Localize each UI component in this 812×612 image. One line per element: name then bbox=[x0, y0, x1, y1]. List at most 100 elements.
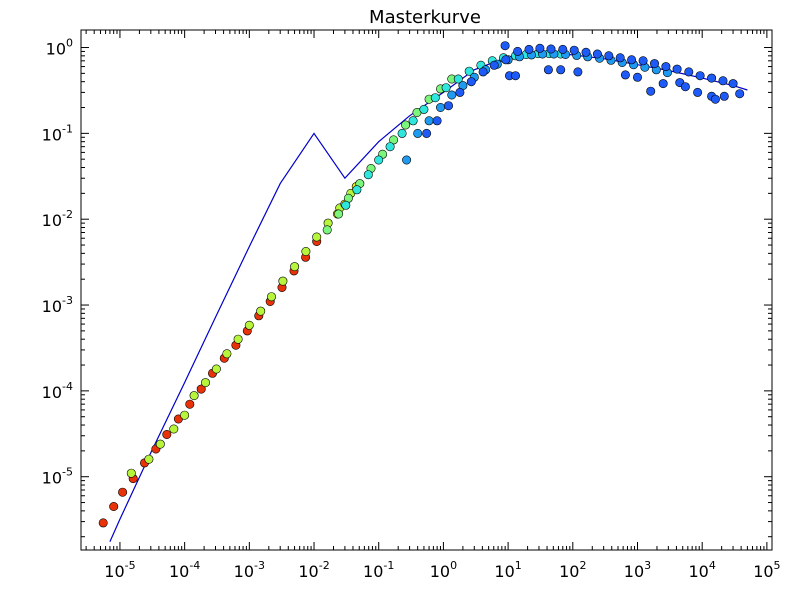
data-point-light-blue bbox=[447, 90, 457, 100]
y-tick-base: 10 bbox=[42, 125, 62, 144]
data-point-blue bbox=[489, 60, 499, 70]
y-tick-base: 10 bbox=[46, 40, 66, 59]
data-point-yellow-green bbox=[233, 334, 243, 344]
y-tick-label: 10-1 bbox=[42, 122, 73, 144]
x-tick-base: 10 bbox=[624, 562, 644, 581]
x-tick-exponent: -2 bbox=[319, 559, 330, 572]
data-point-blue bbox=[684, 67, 694, 77]
data-points bbox=[98, 41, 745, 528]
x-tick-base: 10 bbox=[234, 562, 254, 581]
x-tick-exponent: -4 bbox=[189, 559, 200, 572]
x-tick-exponent: 5 bbox=[774, 559, 781, 572]
data-point-blue bbox=[558, 44, 568, 54]
y-tick-base: 10 bbox=[42, 211, 62, 230]
data-point-blue bbox=[661, 62, 671, 72]
data-point-yellow-green bbox=[155, 439, 165, 449]
data-point-blue bbox=[707, 73, 717, 83]
data-point-cyan bbox=[352, 185, 362, 195]
x-tick-exponent: -5 bbox=[125, 559, 136, 572]
data-point-blue bbox=[695, 71, 705, 81]
data-point-blue bbox=[422, 128, 432, 138]
data-point-light-blue bbox=[413, 128, 423, 138]
data-point-blue bbox=[581, 47, 591, 57]
data-point-yellow-green bbox=[244, 320, 254, 330]
x-tick-base: 10 bbox=[363, 562, 383, 581]
data-point-red bbox=[185, 399, 195, 409]
data-point-blue bbox=[513, 46, 523, 56]
data-point-cyan bbox=[374, 155, 384, 165]
data-point-light-blue bbox=[402, 155, 412, 165]
data-point-blue bbox=[620, 70, 630, 80]
data-point-yellow-green bbox=[211, 364, 221, 374]
data-point-yellow-green bbox=[266, 292, 276, 302]
data-point-light-blue bbox=[424, 116, 434, 126]
y-tick-label: 10-4 bbox=[42, 380, 73, 402]
data-point-blue bbox=[710, 94, 720, 104]
data-point-yellow-green bbox=[290, 262, 300, 272]
x-tick-base: 10 bbox=[298, 562, 318, 581]
x-tick-exponent: 0 bbox=[450, 559, 457, 572]
data-point-cyan bbox=[453, 74, 463, 84]
data-point-blue bbox=[728, 79, 738, 89]
data-point-yellow-green bbox=[169, 424, 179, 434]
data-point-red bbox=[98, 518, 108, 528]
data-point-blue bbox=[615, 53, 625, 63]
y-tick-exponent: -2 bbox=[62, 208, 73, 221]
data-point-blue bbox=[604, 51, 614, 61]
data-point-blue bbox=[627, 55, 637, 65]
y-tick-label: 100 bbox=[46, 37, 73, 59]
y-tick-label: 10-5 bbox=[42, 466, 73, 488]
data-point-blue bbox=[546, 44, 556, 54]
data-point-cyan bbox=[408, 116, 418, 126]
data-point-blue bbox=[718, 76, 728, 86]
data-point-yellow-green bbox=[180, 410, 190, 420]
y-tick-exponent: -3 bbox=[62, 294, 73, 307]
x-tick-base: 10 bbox=[689, 562, 709, 581]
x-tick-base: 10 bbox=[104, 562, 124, 581]
data-point-blue bbox=[524, 44, 534, 54]
data-point-green bbox=[401, 120, 411, 130]
data-point-blue bbox=[432, 116, 442, 126]
x-tick-base: 10 bbox=[430, 562, 450, 581]
data-point-red bbox=[196, 384, 206, 394]
data-point-yellow-green bbox=[256, 306, 266, 316]
data-point-blue bbox=[556, 65, 566, 75]
x-tick-base: 10 bbox=[169, 562, 189, 581]
y-tick-label: 10-2 bbox=[42, 208, 73, 230]
x-tick-exponent: -3 bbox=[254, 559, 265, 572]
x-tick-label: 10-5 bbox=[104, 559, 135, 581]
data-point-blue bbox=[573, 67, 583, 77]
data-point-yellow-green bbox=[189, 391, 199, 401]
data-point-blue bbox=[632, 72, 642, 82]
data-point-blue bbox=[543, 65, 553, 75]
data-point-yellow-green bbox=[201, 378, 211, 388]
data-point-blue bbox=[569, 45, 579, 55]
x-tick-label: 100 bbox=[430, 559, 457, 581]
x-tick-label: 10-2 bbox=[298, 559, 329, 581]
x-tick-base: 10 bbox=[753, 562, 773, 581]
data-point-light-blue bbox=[435, 103, 445, 113]
data-point-cyan bbox=[341, 200, 351, 210]
y-tick-exponent: -5 bbox=[62, 466, 73, 479]
data-point-blue bbox=[680, 82, 690, 92]
y-tick-exponent: -4 bbox=[62, 380, 73, 393]
data-point-blue bbox=[638, 56, 648, 66]
x-tick-exponent: 1 bbox=[515, 559, 522, 572]
data-point-blue bbox=[510, 71, 520, 81]
y-tick-base: 10 bbox=[42, 383, 62, 402]
x-tick-label: 103 bbox=[624, 559, 651, 581]
fit-line-group bbox=[109, 52, 748, 542]
data-point-cyan bbox=[430, 93, 440, 103]
y-tick-label: 10-3 bbox=[42, 294, 73, 316]
x-tick-label: 105 bbox=[753, 559, 780, 581]
x-tick-base: 10 bbox=[559, 562, 579, 581]
data-point-blue bbox=[500, 41, 510, 51]
x-tick-labels: 10-5 10-4 10-3 10-2 10-1 100 101 102 103 104 105 bbox=[104, 559, 780, 581]
x-tick-exponent: 3 bbox=[644, 559, 651, 572]
data-point-cyan bbox=[441, 83, 451, 93]
x-tick-label: 104 bbox=[689, 559, 716, 581]
x-tick-label: 101 bbox=[494, 559, 521, 581]
data-point-blue bbox=[646, 86, 656, 96]
